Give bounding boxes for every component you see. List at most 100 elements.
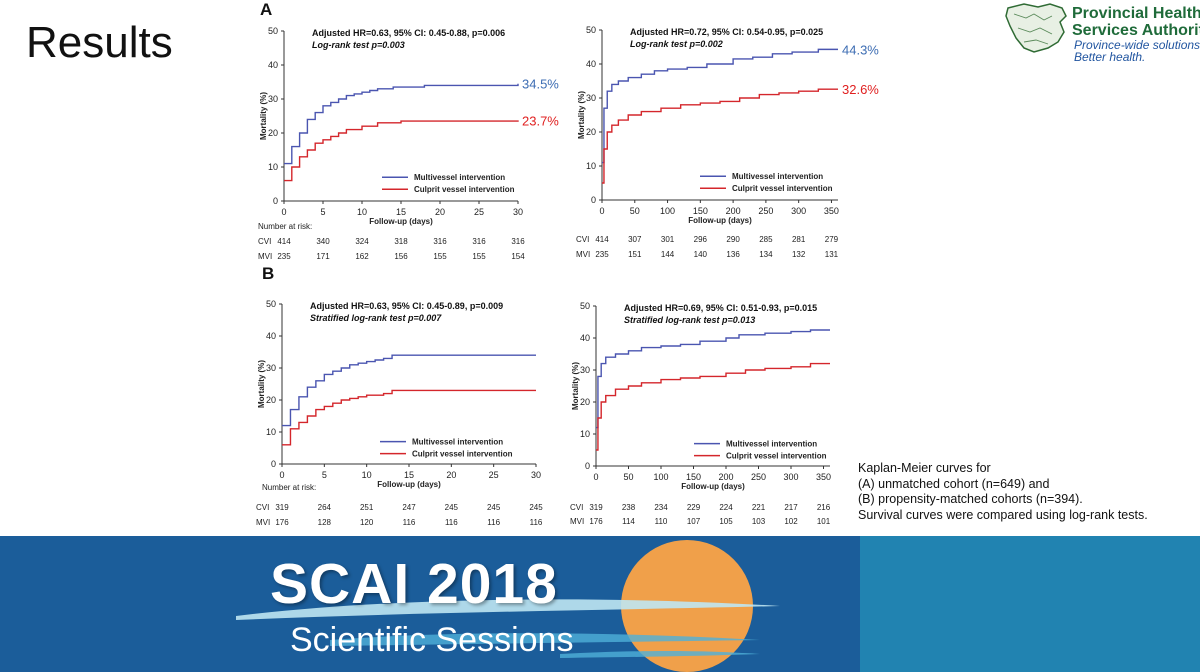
legend-label: Culprit vessel intervention [414,185,515,194]
x-tick-label: 15 [404,470,414,480]
legend-label: Multivessel intervention [412,438,503,447]
panel-a-label: A [260,0,273,19]
risk-value: 238 [622,503,636,512]
end-label-cvi: 32.6% [842,82,879,97]
y-tick-label: 10 [266,427,276,437]
x-tick-label: 0 [279,470,284,480]
risk-value: 247 [402,503,416,512]
risk-value: 245 [445,503,459,512]
x-tick-label: 300 [791,206,806,216]
chart-subtitle: Log-rank test p=0.003 [312,40,405,50]
risk-value: 134 [759,250,773,259]
x-axis-label: Follow-up (days) [688,216,752,225]
x-tick-label: 100 [653,472,668,482]
risk-value: 229 [687,503,701,512]
x-tick-label: 5 [320,207,325,217]
x-tick-label: 0 [599,206,604,216]
risk-row-label: CVI [256,503,269,512]
x-axis-label: Follow-up (days) [681,482,745,491]
caption-line-4: Survival curves were compared using log-… [858,507,1148,522]
x-tick-label: 30 [531,470,541,480]
risk-value: 105 [719,517,733,526]
risk-value: 155 [472,252,486,261]
x-tick-label: 20 [446,470,456,480]
risk-value: 296 [694,235,708,244]
risk-value: 301 [661,235,675,244]
end-label-mvi: 44.3% [842,42,879,57]
legend-label: Culprit vessel intervention [732,184,833,193]
x-tick-label: 100 [660,206,675,216]
series-line-mvi [284,83,519,165]
risk-value: 235 [595,250,609,259]
risk-row-label: CVI [576,235,589,244]
series-line-cvi [602,88,838,184]
risk-value: 285 [759,235,773,244]
risk-value: 235 [277,252,291,261]
y-tick-label: 30 [580,365,590,375]
y-tick-label: 0 [271,459,276,469]
risk-value: 324 [355,237,369,246]
risk-value: 224 [719,503,733,512]
risk-value: 307 [628,235,642,244]
risk-row-label: MVI [256,518,270,527]
chart-title: Adjusted HR=0.63, 95% CI: 0.45-0.89, p=0… [310,301,503,311]
chart-title: Adjusted HR=0.72, 95% CI: 0.54-0.95, p=0… [630,27,823,37]
chart-subtitle: Log-rank test p=0.002 [630,39,723,49]
risk-value: 116 [530,518,543,527]
logo-tagline2: Better health. [1074,50,1146,64]
risk-value: 264 [318,503,332,512]
risk-value: 116 [487,518,500,527]
risk-value: 176 [275,518,289,527]
chart-subtitle: Stratified log-rank test p=0.007 [310,313,442,323]
risk-row-label: MVI [570,517,584,526]
risk-value: 107 [687,517,701,526]
risk-row-label: CVI [570,503,583,512]
y-axis-label: Mortality (%) [571,362,580,410]
legend-label: Multivessel intervention [726,440,817,449]
risk-value: 316 [433,237,447,246]
y-axis-label: Mortality (%) [577,91,586,139]
risk-value: 217 [784,503,798,512]
series-line-mvi [596,329,830,429]
y-tick-label: 30 [268,94,278,104]
x-tick-label: 200 [718,472,733,482]
y-tick-label: 50 [268,26,278,36]
x-tick-label: 10 [362,470,372,480]
x-tick-label: 200 [726,206,741,216]
y-tick-label: 10 [580,429,590,439]
risk-value: 120 [360,518,374,527]
legend-label: Multivessel intervention [414,173,505,182]
risk-value: 162 [355,252,369,261]
x-tick-label: 300 [783,472,798,482]
chart-title: Adjusted HR=0.63, 95% CI: 0.45-0.88, p=0… [312,28,505,38]
chart-panel-b-350-days: 0 10 20 30 40 50 0 50 100 150 200 250 300 350 Follow-u… [570,301,831,526]
x-tick-label: 0 [593,472,598,482]
risk-value: 319 [589,503,603,512]
x-tick-label: 10 [357,207,367,217]
risk-value: 221 [752,503,766,512]
y-tick-label: 20 [580,397,590,407]
risk-value: 140 [694,250,708,259]
risk-value: 414 [595,235,609,244]
x-axis-label: Follow-up (days) [377,480,441,489]
conference-banner: SCAI 2018 Scientific Sessions [0,536,1200,672]
series-line-cvi [282,389,536,446]
risk-value: 216 [817,503,831,512]
risk-value: 318 [394,237,408,246]
y-tick-label: 10 [586,161,596,171]
risk-value: 101 [817,517,831,526]
x-tick-label: 15 [396,207,406,217]
risk-value: 156 [394,252,408,261]
slide-title: Results [26,18,173,67]
caption-line-1: Kaplan-Meier curves for [858,461,991,475]
risk-value: 114 [622,517,635,526]
risk-table-header: Number at risk: [262,483,316,492]
x-tick-label: 0 [281,207,286,217]
risk-value: 251 [360,503,374,512]
y-tick-label: 50 [580,301,590,311]
panel-b-label: B [262,264,275,283]
risk-value: 281 [792,235,806,244]
risk-value: 132 [792,250,806,259]
risk-value: 116 [445,518,458,527]
risk-value: 290 [726,235,740,244]
